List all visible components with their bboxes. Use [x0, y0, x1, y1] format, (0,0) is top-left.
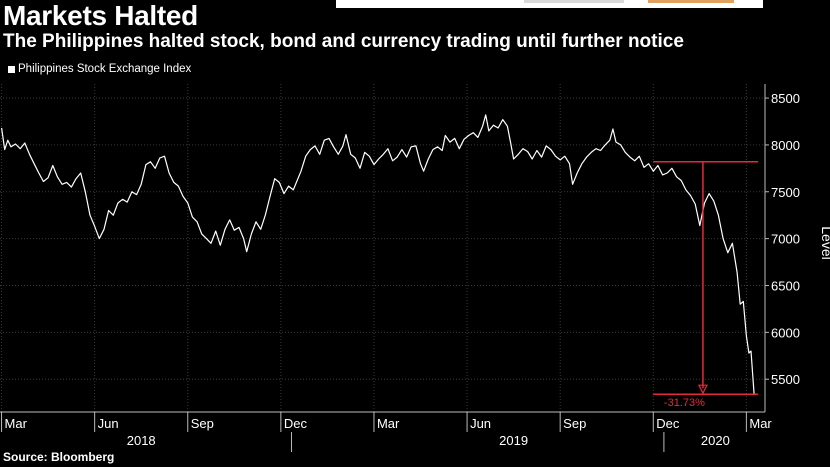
x-year-label: 2020: [701, 433, 730, 448]
x-tick-label: Mar: [377, 416, 400, 431]
x-tick-label: Dec: [284, 416, 308, 431]
x-year-label: 2018: [127, 433, 156, 448]
x-tick-label: Dec: [656, 416, 680, 431]
y-tick-label: 8500: [771, 91, 800, 106]
source-note: Source: Bloomberg: [3, 450, 115, 464]
top-banner-field: [524, 0, 624, 3]
series: [1, 114, 755, 395]
x-tick-label: Mar: [5, 416, 28, 431]
x-tick-label: Sep: [563, 416, 586, 431]
y-tick-label: 7000: [771, 232, 800, 247]
x-tick-label: Jun: [98, 416, 119, 431]
x-tick-label: Mar: [749, 416, 772, 431]
y-tick-label: 6500: [771, 278, 800, 293]
x-tick-label: Sep: [191, 416, 214, 431]
y-tick-label: 5500: [771, 372, 800, 387]
annotation-arrowhead: [697, 384, 708, 395]
y-tick-label: 7500: [771, 185, 800, 200]
axes: 5500 6000 6500 7000 7500 8000 8500 Mar Jun Sep Dec…: [0, 84, 830, 452]
y-tick-label: 8000: [771, 138, 800, 153]
legend-label: Philippines Stock Exchange Index: [18, 63, 192, 75]
top-banner: [336, 0, 763, 8]
x-tick-label: Jun: [470, 416, 491, 431]
x-year-label: 2019: [499, 433, 528, 448]
grid: [0, 84, 765, 412]
chart-title: Markets Halted: [3, 0, 198, 31]
chart-legend: Philippines Stock Exchange Index: [8, 63, 191, 75]
chart-subtitle: The Philippines halted stock, bond and c…: [3, 31, 684, 52]
y-axis-title: Level: [819, 226, 830, 259]
legend-swatch: [8, 65, 15, 73]
series-line: [1, 114, 755, 395]
annotation: -31.73%: [653, 161, 759, 409]
y-tick-label: 6000: [771, 325, 800, 340]
top-banner-accent: [648, 0, 734, 3]
annotation-label: -31.73%: [664, 397, 705, 409]
